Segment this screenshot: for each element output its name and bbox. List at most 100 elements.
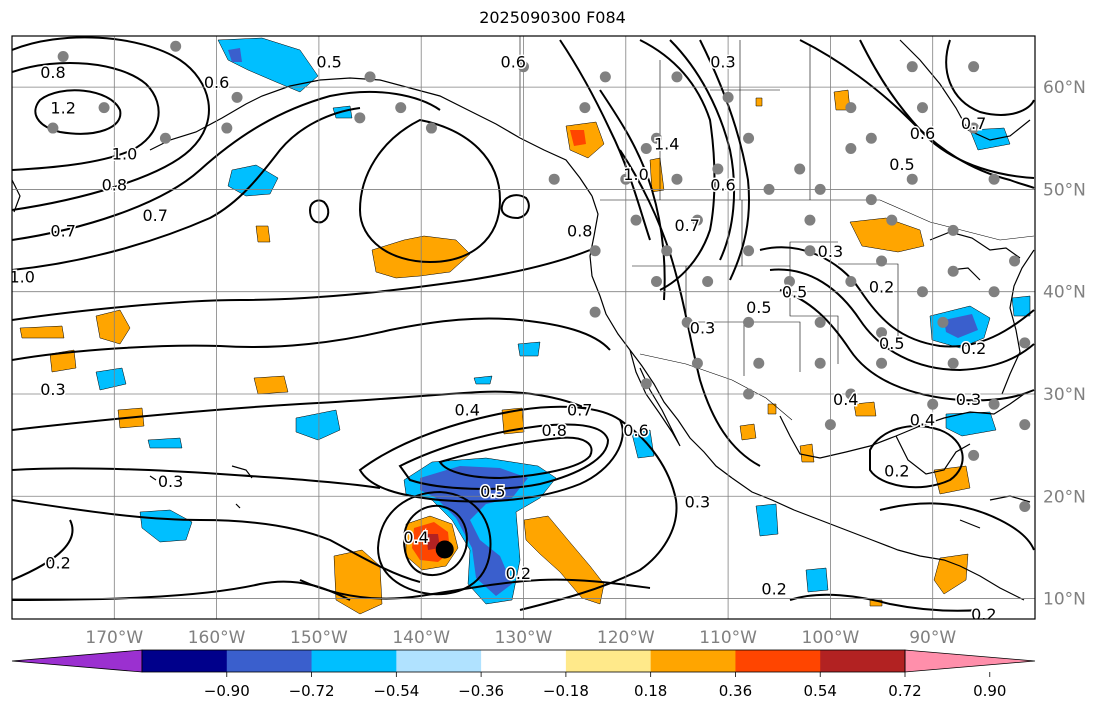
- contour-label: 0.7: [50, 221, 75, 240]
- station-dot: [814, 357, 826, 369]
- map-panel: 0.81.21.00.80.71.00.70.60.5 0.6 0.31.41.00…: [11, 35, 1086, 648]
- station-dot: [804, 245, 816, 257]
- contour-closed-small-2: [500, 194, 530, 220]
- shade-negative-west2: [147, 437, 183, 449]
- contour-label: 0.7: [567, 400, 592, 419]
- station-dot: [968, 449, 980, 461]
- contour-label: 0.7: [961, 114, 986, 133]
- contour-label: 0.3: [690, 319, 715, 338]
- station-dot: [988, 286, 1000, 298]
- colorbar-extend-min: [11, 649, 143, 673]
- station-dot: [1009, 255, 1021, 267]
- contour-label: 0.4: [455, 400, 480, 419]
- shade-positive-west1: [95, 309, 131, 345]
- contour-closed-small-1: [308, 199, 330, 224]
- lon-tick-label: 100°W: [802, 628, 860, 648]
- colorbar-segment: [735, 650, 821, 672]
- station-dot: [640, 143, 652, 155]
- contour-0.6: [12, 317, 611, 361]
- station-dot: [865, 132, 877, 144]
- colorbar-segment: [481, 650, 567, 672]
- coastline-yucatan: [895, 435, 971, 475]
- colorbar-segment: [226, 650, 313, 672]
- coastline-east: [1001, 249, 1035, 395]
- station-dot: [916, 102, 928, 114]
- map-frame: [11, 35, 1036, 620]
- station-dot: [763, 183, 775, 195]
- station-dot: [354, 112, 366, 124]
- contour-label: 0.5: [782, 283, 807, 302]
- border-provinces: [659, 40, 811, 200]
- contour-gulf-low: [869, 425, 964, 489]
- station-dot: [783, 275, 795, 287]
- coastline-alaska-aleutians: [149, 77, 593, 197]
- contour-label: 0.7: [674, 216, 699, 235]
- contour-label: 0.6: [623, 421, 648, 440]
- shade-negative-central3: [473, 375, 493, 385]
- longitude-tick-labels: 170°W 160°W 150°W 140°W 130°W 120°W 110°W 100°W…: [85, 628, 956, 648]
- colorbar-tick-label: 0.72: [888, 682, 921, 700]
- colorbar-segment: [565, 650, 652, 672]
- colorbar-extend-max: [904, 649, 1036, 673]
- contour-storm-ring: [402, 504, 468, 576]
- colorbar-tick-label: −0.90: [204, 682, 250, 700]
- lon-tick-label: 120°W: [597, 628, 655, 648]
- contour-label: 0.5: [879, 334, 904, 353]
- station-dot: [599, 71, 611, 83]
- station-dot: [845, 388, 857, 400]
- contour-label: 0.3: [956, 390, 981, 409]
- shade-positive-canada-small: [755, 97, 763, 107]
- station-dot: [170, 40, 182, 52]
- shade-negative-alaska: [217, 37, 319, 93]
- shade-positive-west2: [19, 325, 65, 339]
- shade-negative-gulf: [631, 429, 655, 459]
- contour-label: 0.8: [40, 63, 65, 82]
- contour-high-nw-outer: [12, 36, 210, 211]
- lon-tick-label: 130°W: [495, 628, 553, 648]
- station-dot: [1019, 337, 1031, 349]
- station-dot: [845, 275, 857, 287]
- contour-lines: [12, 36, 1035, 612]
- station-dot: [221, 122, 233, 134]
- storm-center-marker: [435, 540, 454, 559]
- latitude-tick-labels: 60°N 50°N 40°N 30°N 20°N 10°N: [1043, 78, 1086, 609]
- contour-tropical-ridge-inner: [438, 436, 593, 480]
- colorbar-tick-label: 0.90: [973, 682, 1006, 700]
- contour-label: 0.6: [204, 73, 229, 92]
- lat-tick-label: 50°N: [1043, 180, 1086, 200]
- station-dot: [794, 163, 806, 175]
- shade-positive-nepac-small: [255, 225, 271, 243]
- graticule: [12, 36, 1035, 619]
- colorbar-tick-label: 0.36: [719, 682, 752, 700]
- station-dot: [804, 214, 816, 226]
- station-dot: [650, 132, 662, 144]
- station-dot: [589, 306, 601, 318]
- contour-trough-4: [699, 39, 751, 281]
- station-dot: [906, 173, 918, 185]
- contour-us-trough-2: [769, 268, 1035, 372]
- shade-negative-central2: [517, 341, 541, 357]
- contour-label: 0.2: [869, 278, 894, 297]
- station-dot: [395, 102, 407, 114]
- station-dot: [671, 173, 683, 185]
- station-dot: [702, 275, 714, 287]
- contour-label: 0.2: [506, 564, 531, 583]
- shade-positive-west4: [253, 375, 289, 395]
- station-dot: [231, 91, 243, 103]
- contour-0.3: [12, 467, 421, 583]
- contour-epac: [789, 593, 981, 612]
- contour-label: 0.2: [761, 579, 786, 598]
- station-dot: [671, 71, 683, 83]
- station-dot: [630, 214, 642, 226]
- station-dot: [988, 173, 1000, 185]
- lon-tick-label: 160°W: [188, 628, 246, 648]
- colorbar-segment: [311, 650, 397, 672]
- shade-positive-epac: [933, 553, 969, 595]
- contour-high-nw-2: [12, 107, 361, 271]
- contour-label: 0.8: [102, 175, 127, 194]
- contour-0.4: [12, 390, 591, 431]
- contour-label: 0.6: [710, 175, 735, 194]
- station-dot: [814, 316, 826, 328]
- station-dot: [425, 122, 437, 134]
- colorbar: −0.90 −0.72 −0.54 −0.36 −0.18 0.18 0.36 0.54 0.7…: [11, 649, 1036, 700]
